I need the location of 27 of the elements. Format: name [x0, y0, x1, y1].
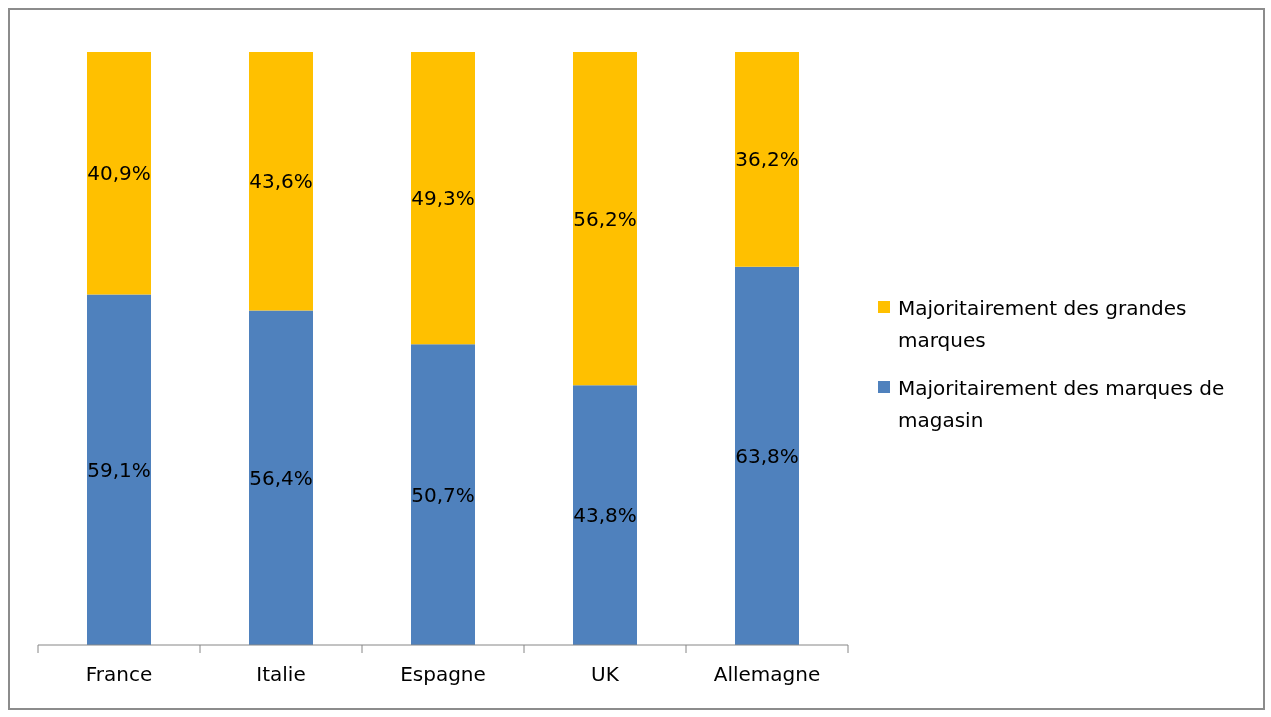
data-label: 56,2%	[573, 206, 637, 231]
x-tick-label: UK	[591, 662, 620, 687]
bar	[87, 52, 151, 295]
legend-label: Majoritairement des grandes marques	[898, 295, 1188, 354]
data-label: 36,2%	[735, 147, 799, 172]
bar	[735, 52, 799, 267]
bar	[249, 310, 313, 645]
data-label: 50,7%	[411, 482, 475, 507]
data-label: 43,8%	[573, 503, 637, 528]
legend-label: Majoritairement des marques de magasin	[898, 375, 1226, 434]
data-label: 59,1%	[87, 457, 151, 482]
data-label: 40,9%	[87, 161, 151, 186]
x-tick-label: Italie	[256, 662, 306, 687]
bar	[411, 52, 475, 345]
data-label: 56,4%	[249, 465, 313, 490]
x-tick-label: Espagne	[400, 662, 486, 687]
data-label: 43,6%	[249, 169, 313, 194]
bar	[411, 344, 475, 645]
bar	[735, 266, 799, 645]
bar	[87, 294, 151, 645]
bar	[573, 385, 637, 645]
bar	[573, 52, 637, 386]
data-label: 63,8%	[735, 443, 799, 468]
x-tick-label: France	[85, 662, 153, 687]
x-tick-label: Allemagne	[713, 662, 821, 687]
bar	[249, 52, 313, 311]
data-label: 49,3%	[411, 186, 475, 211]
